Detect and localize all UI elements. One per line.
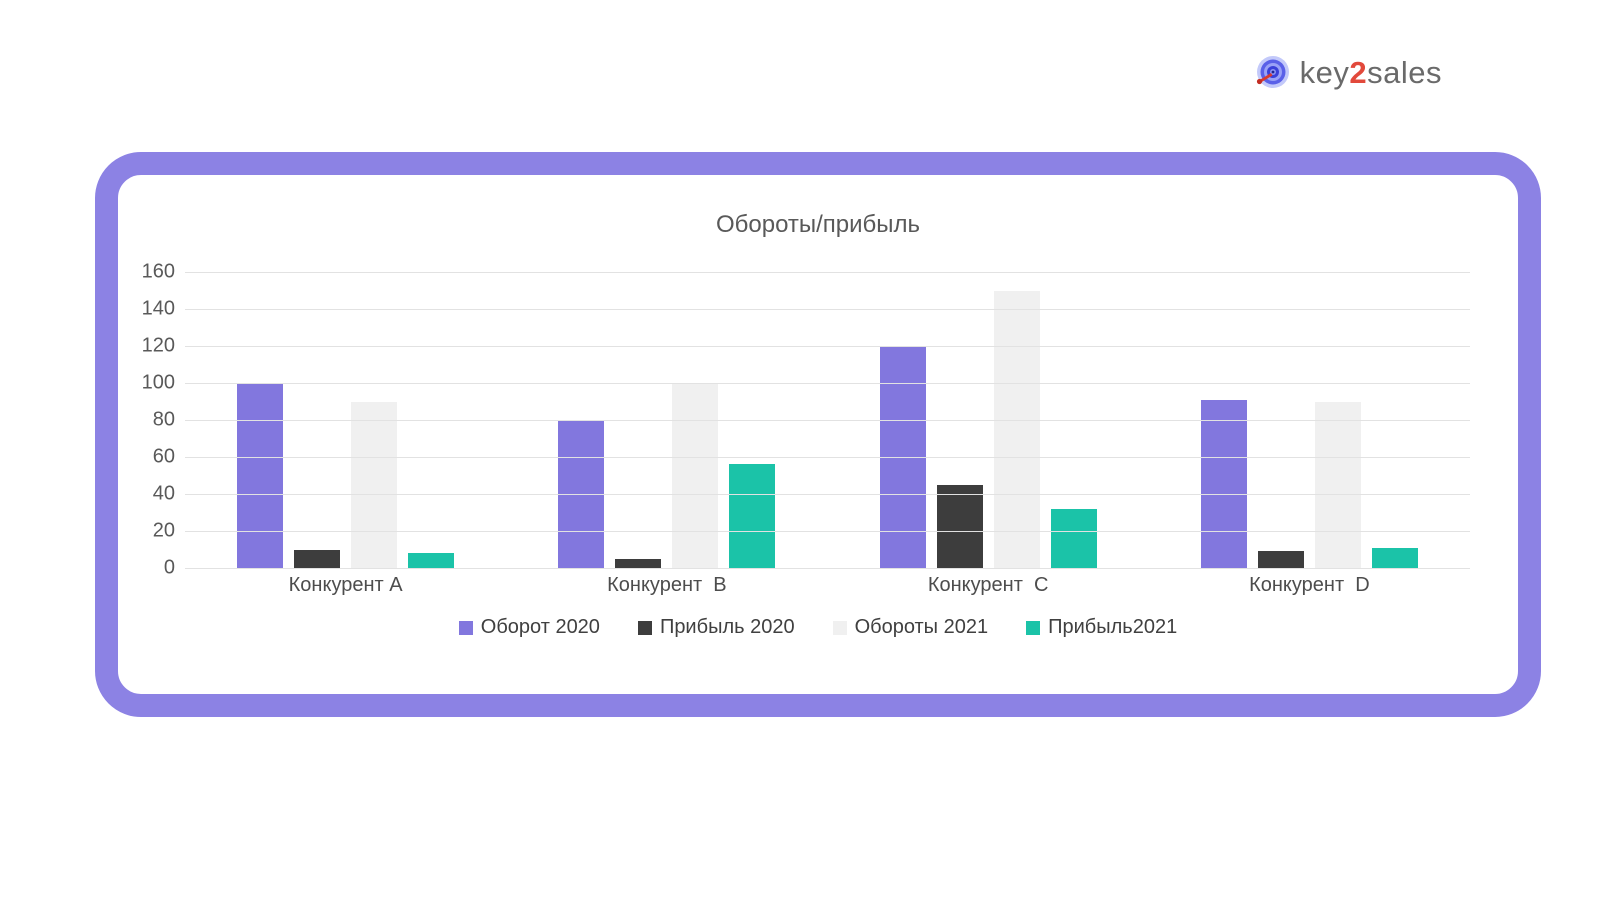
bar — [408, 553, 455, 568]
y-axis-tick-label: 140 — [141, 297, 175, 320]
legend-item: Прибыль 2020 — [637, 616, 795, 639]
legend-swatch — [832, 620, 847, 635]
bar — [1257, 551, 1304, 568]
bar — [615, 558, 662, 568]
y-axis-tick-label: 80 — [152, 408, 175, 431]
target-dart-icon — [1256, 56, 1289, 88]
gridline — [185, 457, 1470, 458]
gridline — [185, 309, 1470, 310]
y-axis-tick-label: 160 — [141, 260, 175, 283]
x-axis-category-label: Конкурент D — [1249, 574, 1370, 596]
bar — [1314, 401, 1361, 568]
y-axis-tick-label: 40 — [152, 482, 175, 505]
chart-legend: Оборот 2020 Прибыль 2020 Обороты 2021 Прибы… — [118, 616, 1518, 639]
legend-item: Прибыль2021 — [1026, 616, 1177, 639]
chart-card: Обороты/прибыль 0 20 40 60 80 100 120 140 160 Ко… — [95, 152, 1541, 717]
bar-group — [185, 272, 506, 568]
gridline — [185, 420, 1470, 421]
gridline — [185, 531, 1470, 532]
gridline — [185, 568, 1470, 569]
bar — [237, 383, 284, 568]
logo-wordmark: key2sales — [1300, 55, 1442, 91]
y-axis-tick-label: 120 — [141, 334, 175, 357]
logo-word-sales: sales — [1367, 55, 1442, 90]
bar — [936, 484, 983, 568]
gridline — [185, 383, 1470, 384]
legend-swatch — [637, 620, 652, 635]
chart-plot-area — [185, 272, 1470, 569]
bar — [672, 383, 719, 568]
legend-label: Оборот 2020 — [480, 616, 600, 638]
key2sales-logo: key2sales — [1251, 52, 1442, 94]
x-axis-category-label: Конкурент C — [927, 574, 1049, 596]
chart-card-inner: Обороты/прибыль 0 20 40 60 80 100 120 140 160 Ко… — [118, 175, 1518, 694]
bar — [993, 290, 1040, 568]
gridline — [185, 494, 1470, 495]
bar — [294, 549, 341, 568]
y-axis-tick-label: 60 — [152, 445, 175, 468]
bar — [1050, 508, 1097, 568]
bar — [1200, 399, 1247, 568]
x-axis: Конкурент А Конкурент B Конкурент C Конкуре… — [185, 574, 1470, 597]
logo-word-key: key — [1299, 55, 1350, 90]
gridline — [185, 346, 1470, 347]
chart-title: Обороты/прибыль — [715, 211, 921, 238]
bar-group — [1149, 272, 1470, 568]
logo-word-2: 2 — [1349, 55, 1368, 90]
legend-item: Оборот 2020 — [458, 616, 600, 639]
legend-label: Обороты 2021 — [854, 616, 989, 638]
legend-swatch — [458, 620, 473, 635]
y-axis-tick-label: 0 — [163, 556, 175, 579]
bar — [729, 464, 776, 568]
legend-label: Прибыль2021 — [1048, 616, 1178, 638]
y-axis-tick-label: 100 — [141, 371, 175, 394]
legend-label: Прибыль 2020 — [659, 616, 795, 638]
y-axis: 0 20 40 60 80 100 120 140 160 — [118, 261, 175, 579]
legend-swatch — [1026, 620, 1041, 635]
x-axis-category-label: Конкурент А — [288, 574, 403, 596]
gridline — [185, 272, 1470, 273]
bar — [1371, 547, 1418, 568]
legend-item: Обороты 2021 — [832, 616, 989, 639]
y-axis-tick-label: 20 — [152, 519, 175, 542]
bar — [351, 401, 398, 568]
x-axis-category-label: Конкурент B — [607, 574, 727, 596]
